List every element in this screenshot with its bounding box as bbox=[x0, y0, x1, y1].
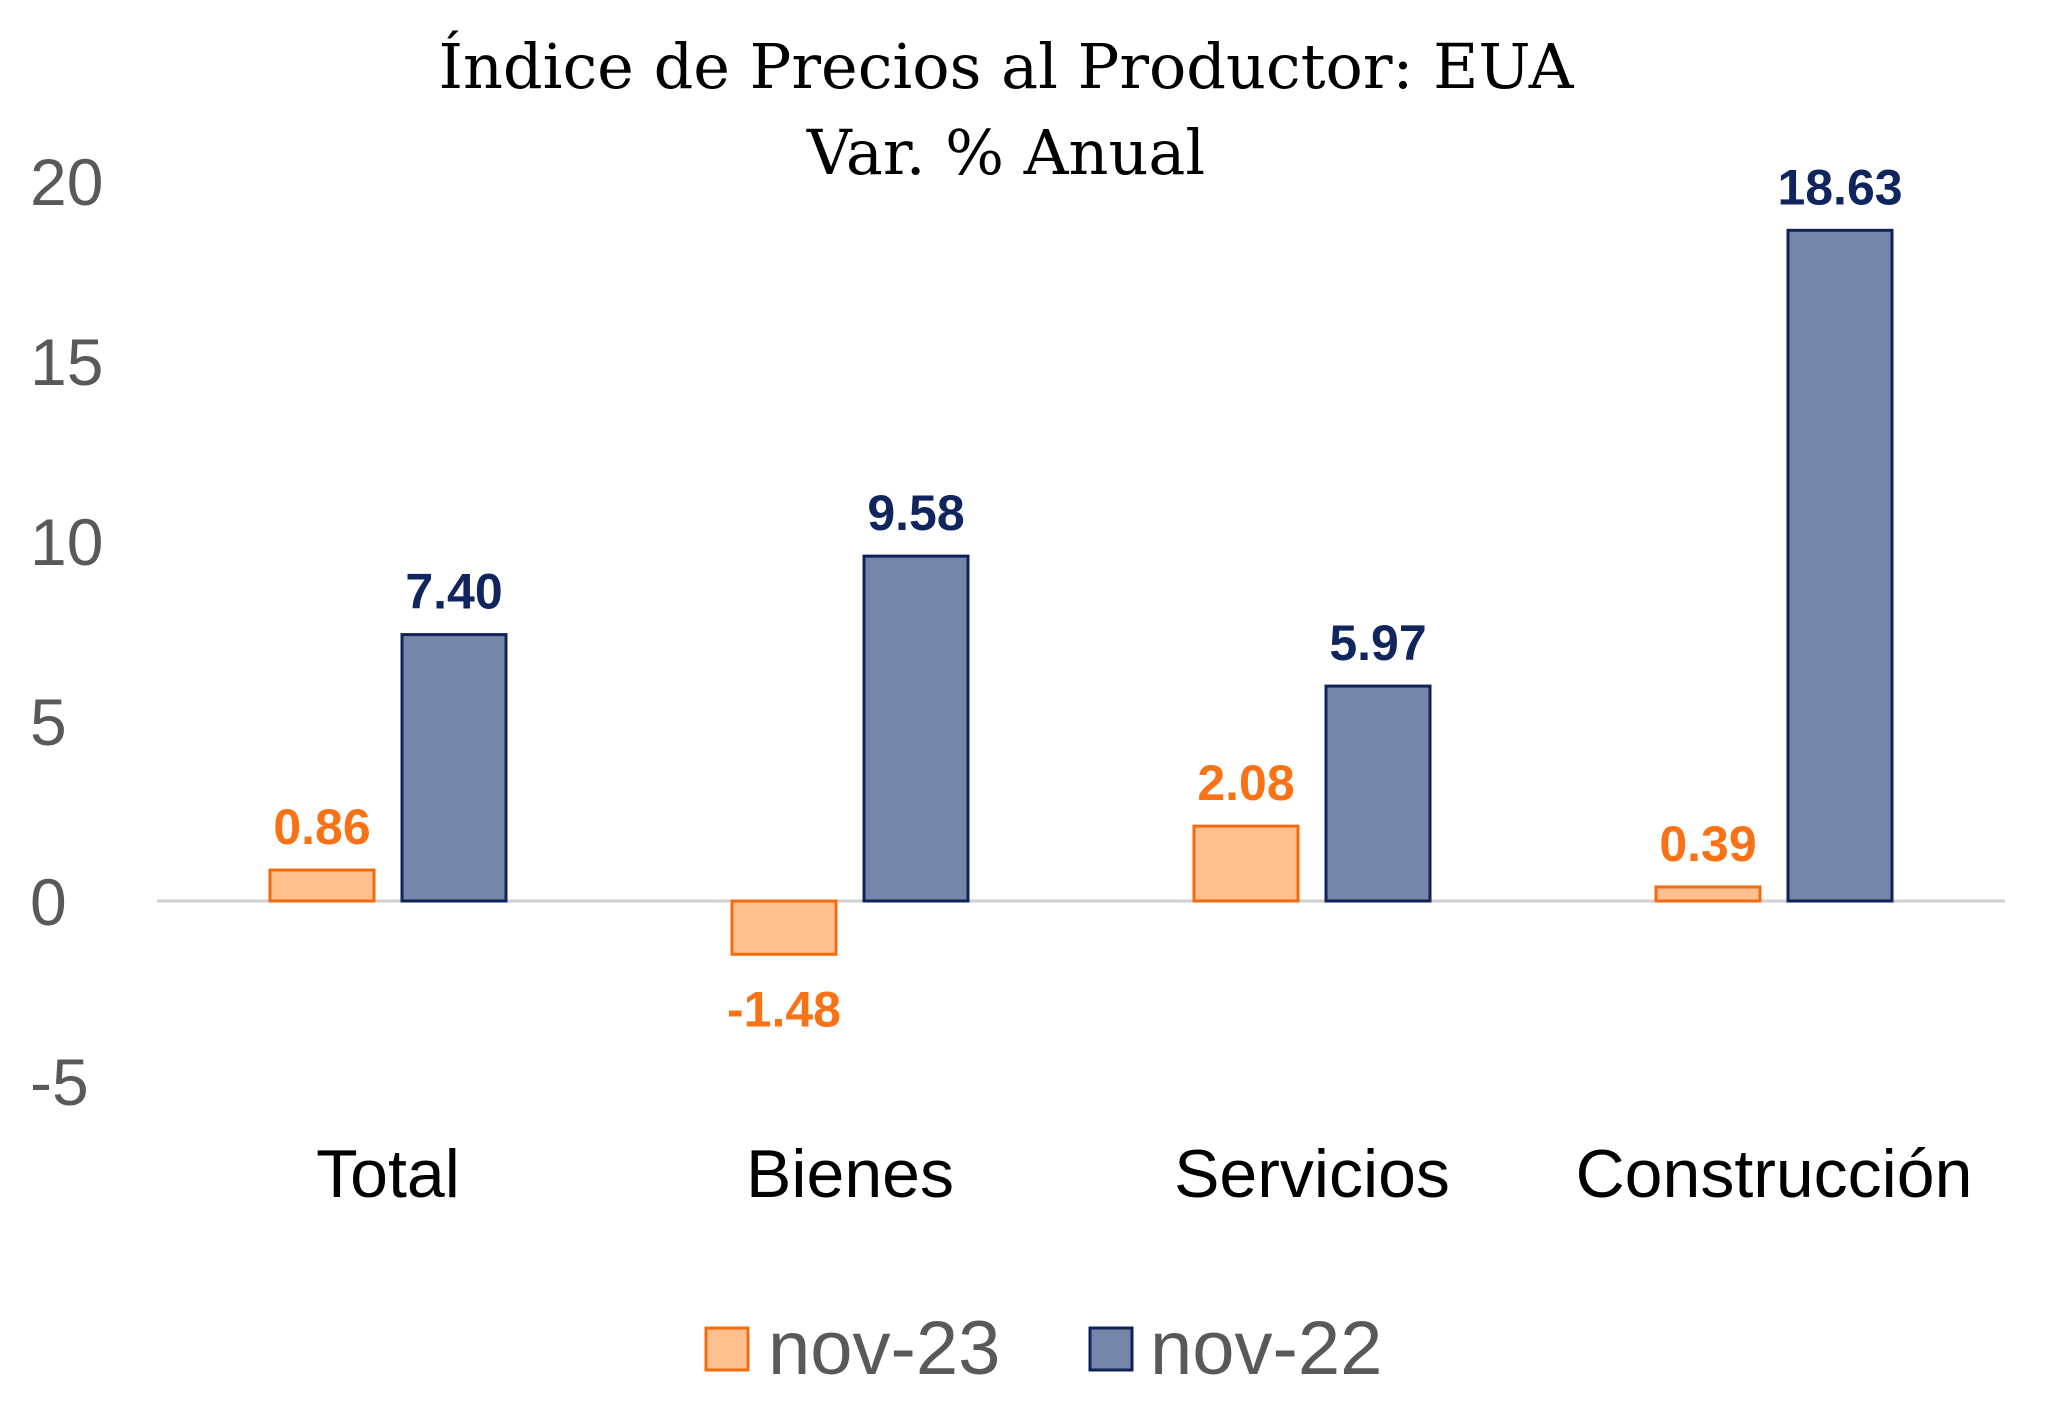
data-label: 9.58 bbox=[867, 485, 964, 541]
x-tick-label: Total bbox=[316, 1136, 460, 1212]
legend: nov-23 nov-22 bbox=[704, 1306, 1382, 1391]
legend-swatch-nov-22 bbox=[1088, 1326, 1134, 1372]
data-label: 0.39 bbox=[1659, 816, 1756, 872]
legend-swatch-nov-23 bbox=[704, 1326, 750, 1372]
bar-nov-22-servicios bbox=[1324, 684, 1432, 903]
bar-nov-23-bienes bbox=[730, 899, 838, 956]
bar-nov-22-total bbox=[400, 633, 508, 903]
data-label: 7.40 bbox=[405, 564, 502, 620]
bar-nov-23-servicios bbox=[1192, 824, 1300, 903]
bar-nov-22-bienes bbox=[862, 554, 970, 903]
x-tick-label: Construcción bbox=[1576, 1136, 1973, 1212]
y-axis: 20 15 10 5 0 -5 bbox=[30, 145, 103, 1119]
chart-subtitle: Var. % Anual bbox=[806, 116, 1205, 189]
x-axis: Total Bienes Servicios Construcción bbox=[316, 1136, 1972, 1212]
data-label: 5.97 bbox=[1329, 615, 1426, 671]
data-label: 18.63 bbox=[1777, 159, 1902, 215]
x-tick-label: Bienes bbox=[746, 1136, 954, 1212]
y-tick-label: 15 bbox=[30, 325, 103, 399]
y-tick-label: -5 bbox=[30, 1045, 89, 1119]
legend-label: nov-22 bbox=[1150, 1306, 1382, 1391]
data-label: 0.86 bbox=[273, 799, 370, 855]
bars bbox=[268, 228, 1894, 956]
legend-label: nov-23 bbox=[768, 1306, 1000, 1391]
y-tick-label: 0 bbox=[30, 865, 67, 939]
bar-nov-23-construcción bbox=[1654, 885, 1762, 903]
data-labels: 0.86 7.40 -1.48 9.58 2.08 5.97 0.39 18.63 bbox=[273, 159, 1902, 1037]
chart-title: Índice de Precios al Productor: EUA bbox=[439, 30, 1575, 103]
data-label: 2.08 bbox=[1197, 755, 1294, 811]
y-tick-label: 5 bbox=[30, 685, 67, 759]
y-tick-label: 20 bbox=[30, 145, 103, 219]
bar-nov-22-construcción bbox=[1786, 228, 1894, 903]
y-tick-label: 10 bbox=[30, 505, 103, 579]
data-label: -1.48 bbox=[727, 981, 841, 1037]
bar-nov-23-total bbox=[268, 868, 376, 903]
x-tick-label: Servicios bbox=[1174, 1136, 1450, 1212]
